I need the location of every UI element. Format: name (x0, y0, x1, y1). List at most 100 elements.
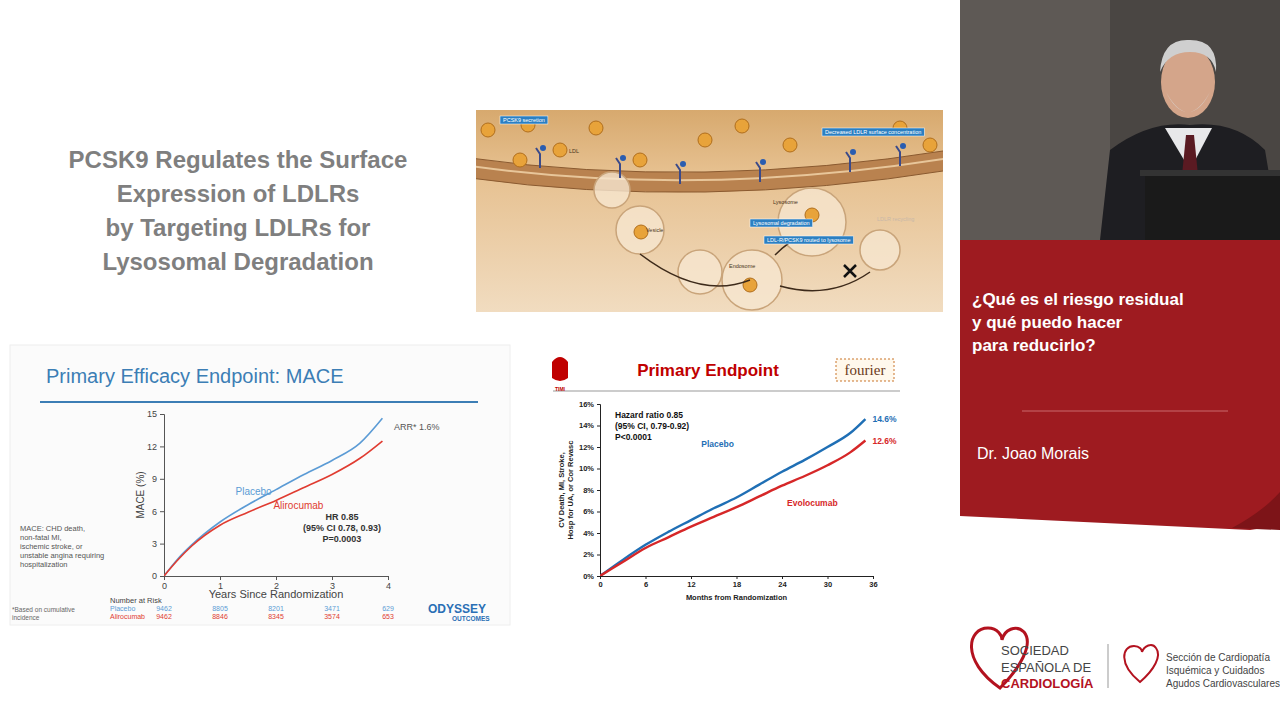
diagram-label: Vesicle (646, 227, 663, 233)
tick: 16% (579, 400, 600, 409)
note: MACE: CHD death, (20, 524, 85, 533)
tick: 0 (152, 571, 164, 581)
plot-marks (600, 419, 865, 576)
tick: 10% (579, 464, 600, 473)
diagram-label: PCSK9 secretion (500, 116, 548, 124)
tick: 24 (778, 576, 787, 589)
pcsk9 (620, 155, 626, 161)
ldlr (846, 152, 850, 172)
note: ischemic stroke, or (20, 542, 83, 551)
tick-mark (873, 576, 874, 579)
tick-label: 0 (598, 580, 602, 589)
diagram-label-text: LDLR recycling (877, 216, 914, 222)
tick-label: 4 (386, 581, 391, 591)
tick-mark (646, 576, 647, 579)
diagram-label: Decreased LDLR surface concentration (822, 128, 924, 136)
tick: 6 (152, 507, 164, 517)
diagram-label-box (500, 116, 548, 124)
tick-mark (276, 576, 277, 580)
tick-mark (782, 576, 783, 579)
title-rule (40, 401, 478, 403)
diagram-label-text: LDL-R/PCSK9 routed to lysosome (767, 237, 850, 243)
slide-title-line: Lysosomal Degradation (102, 248, 373, 275)
tick-label: 6 (644, 580, 648, 589)
tick-label: 0 (152, 571, 157, 581)
logo: OUTCOMES (452, 615, 490, 622)
sidebar: ¿Qué es el riesgo residualy qué puedo ha… (960, 0, 1280, 691)
tick-mark (597, 404, 600, 405)
diagram-label-text: Decreased LDLR surface concentration (825, 129, 921, 135)
diagram-label: Lysosome (773, 199, 798, 205)
vesicle (860, 230, 900, 270)
y-axis-title: MACE (%) (135, 471, 146, 518)
tick: 6% (583, 507, 600, 516)
axis-line (597, 405, 601, 577)
tick-mark (160, 576, 164, 577)
beard (1166, 92, 1210, 112)
slide-title-line: PCSK9 Regulates the Surface (69, 146, 408, 173)
annotation: Hazard ratio 0.85 (615, 410, 683, 420)
series-label: Evolocumab (787, 498, 838, 508)
tick-label: 36 (869, 580, 877, 589)
separator (1022, 411, 1228, 412)
series-label: Alirocumab (273, 500, 323, 511)
tick: 12% (579, 443, 600, 452)
diagram-label-text: Vesicle (646, 227, 663, 233)
speaker-video (960, 0, 1280, 240)
tick-mark (597, 469, 600, 470)
note: hospitalization (20, 560, 68, 569)
tick-mark (220, 576, 221, 580)
chart-panel (10, 345, 510, 625)
annotation: (95% CI, 0.79-0.92) (615, 421, 689, 431)
ldlr (536, 148, 540, 168)
tick-label: 12% (579, 443, 594, 452)
tick: 14% (579, 421, 600, 430)
tick-mark (691, 576, 692, 579)
blocked-mark (844, 265, 856, 277)
tick-label: 8% (583, 486, 594, 495)
diagram-body (476, 110, 943, 312)
ldl-particle (481, 123, 495, 137)
annotation: (95% CI 0.78, 0.93) (303, 523, 381, 533)
vesicle (594, 172, 630, 208)
tick-label: 6% (583, 507, 594, 516)
podium (1145, 172, 1280, 240)
membrane-inner (476, 158, 943, 180)
logo: TIMI (555, 386, 566, 392)
diagram: PCSK9 secretion LDL Decreased LDLR surface… (470, 110, 950, 312)
ldl-particle (633, 153, 647, 167)
ldl-particle (735, 119, 749, 133)
tick-label: 12 (147, 442, 157, 452)
tick-label: 12 (687, 580, 695, 589)
annotation: P<0.0001 (615, 432, 652, 442)
annotation: ARR* 1.6% (394, 422, 440, 432)
axis: 0%2%4%6%8%10%12%14%16% (579, 400, 601, 581)
vesicle (722, 250, 782, 310)
talk-title: ¿Qué es el riesgo residual (972, 290, 1184, 309)
risk-row-name: Alirocumab (110, 613, 145, 620)
diagram-label-box (822, 128, 924, 136)
tick: 0 (598, 576, 602, 589)
tick-mark (160, 511, 164, 512)
chart: Primary Endpoint0612182430360%2%4%6%8%10… (552, 357, 900, 602)
slide-title-line: by Targeting LDLRs for (106, 214, 371, 241)
hair (1160, 40, 1216, 72)
pcsk9 (900, 143, 906, 149)
tick: 4 (386, 576, 391, 591)
axis-line (165, 577, 389, 581)
diagram-label-box (750, 219, 813, 227)
tick-label: 9 (152, 474, 157, 484)
logo: fourier (845, 362, 886, 378)
diagram-label-text: LDL (569, 148, 579, 154)
tick: 0% (583, 572, 600, 581)
tick-mark (160, 414, 164, 415)
tick-label: 14% (579, 421, 594, 430)
tick-label: 0% (583, 572, 594, 581)
diagram-label-text: Endosome (729, 263, 755, 269)
diagram-label-text: PCSK9 secretion (503, 117, 545, 123)
end-label: 12.6% (872, 436, 897, 446)
pathway (640, 238, 870, 291)
note: unstable angina requiring (20, 551, 104, 560)
pcsk9 (680, 161, 686, 167)
logo-frame (836, 359, 894, 381)
